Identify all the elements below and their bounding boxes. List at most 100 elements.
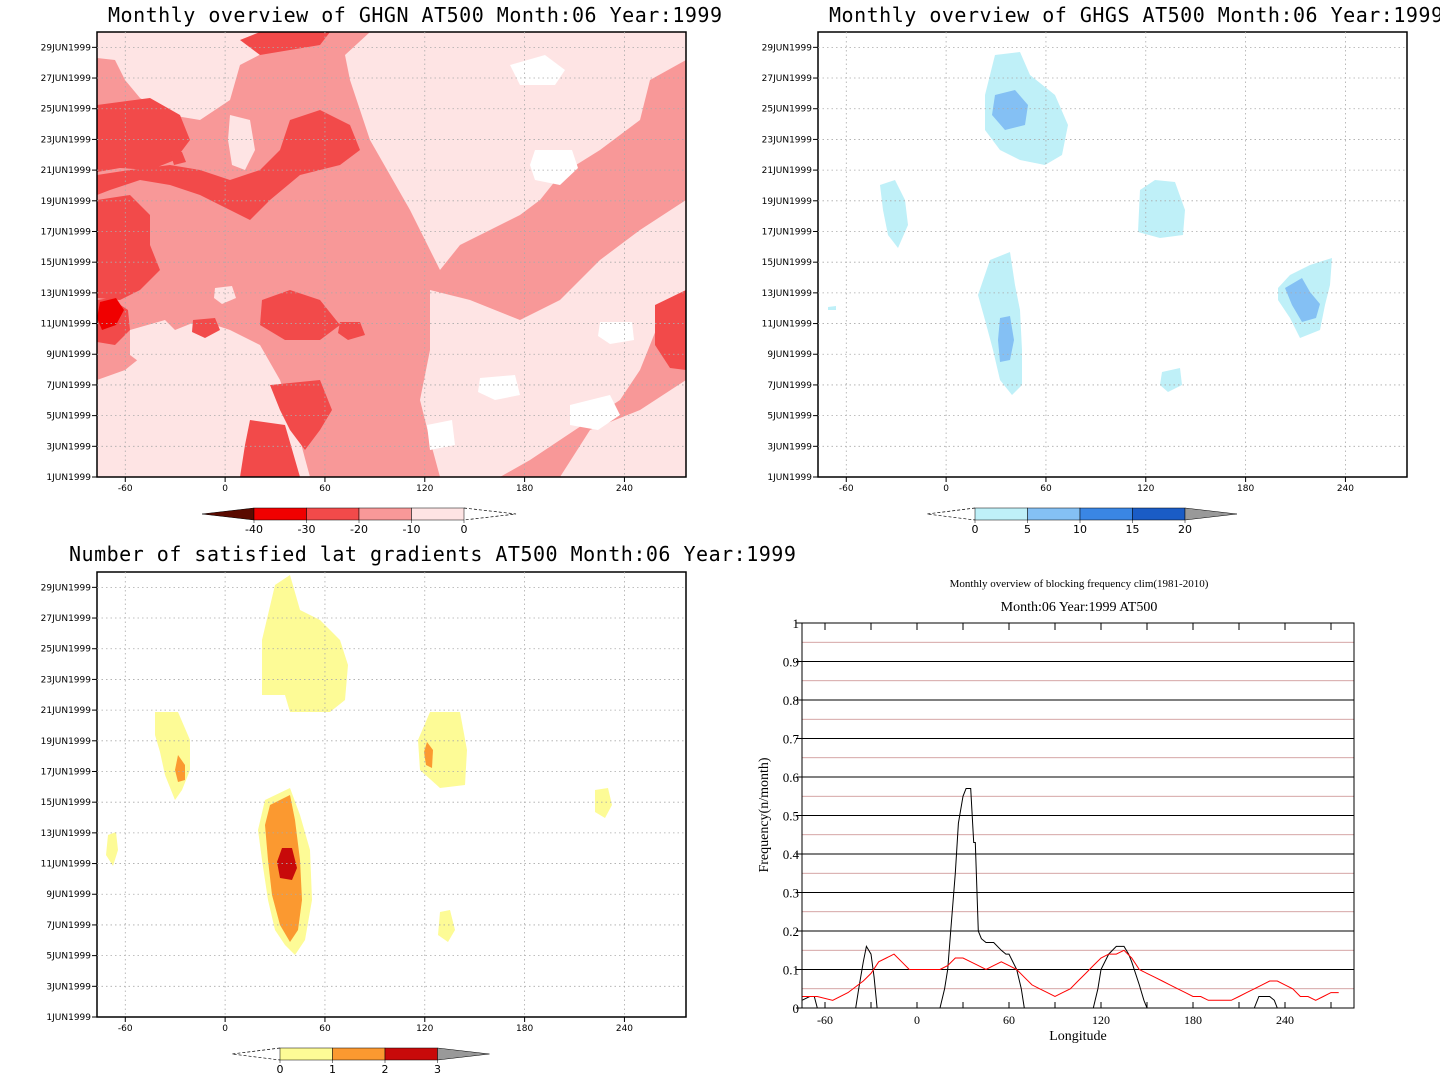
frequency-line-chart: Monthly overview of blocking frequency c… — [757, 578, 1355, 1044]
lat-ytick-label: 27JUN1999 — [41, 614, 92, 624]
freq-xtick-label: 0 — [914, 1013, 920, 1027]
freq-y-axis-label: Frequency(n/month) — [757, 757, 772, 872]
colorbar-open-triangle — [231, 1047, 281, 1061]
colorbar-segment — [411, 507, 465, 521]
ghgn-ytick-label: 21JUN1999 — [41, 166, 92, 176]
ghgn-ytick-label: 11JUN1999 — [41, 320, 92, 330]
lat-xtick-label: 60 — [319, 1024, 331, 1034]
ghgs-ytick-label: 3JUN1999 — [767, 442, 812, 452]
colorbar-label: 15 — [1126, 523, 1140, 536]
ghgs-ytick-label: 29JUN1999 — [762, 43, 813, 53]
colorbar-label: 5 — [1024, 523, 1031, 536]
ghgn-xtick-label: 180 — [516, 484, 533, 494]
ghgs-xtick-label: 240 — [1337, 484, 1354, 494]
freq-series-lines — [802, 788, 1339, 1008]
ghgs-ytick-label: 7JUN1999 — [767, 381, 812, 391]
lat-ytick-label: 15JUN1999 — [41, 798, 92, 808]
lat-xtick-label: -60 — [118, 1024, 133, 1034]
ghgn-ytick-label: 19JUN1999 — [41, 197, 92, 207]
lat-ytick-label: 19JUN1999 — [41, 737, 92, 747]
lat-gradient-date-axis: 29JUN1999 27JUN1999 25JUN1999 23JUN1999 21JU… — [41, 583, 97, 1023]
ghgs-ytick-label: 23JUN1999 — [762, 135, 813, 145]
lat-gradient-longitude-axis: -60 0 60 120 180 240 — [118, 1017, 633, 1034]
ghgn-panel-title: Monthly overview of GHGN AT500 Month:06 … — [108, 3, 723, 27]
ghgs-ytick-label: 15JUN1999 — [762, 258, 813, 268]
ghgn-ytick-label: 3JUN1999 — [46, 442, 91, 452]
ghgn-xtick-label: 0 — [222, 484, 228, 494]
colorbar-label: 10 — [1073, 523, 1087, 536]
freq-ytick-label: 0 — [793, 1001, 800, 1016]
ghgn-gridlines — [97, 32, 686, 477]
lat-ytick-label: 3JUN1999 — [46, 982, 91, 992]
colorbar-segment — [332, 1047, 386, 1061]
freq-ytick-label: 0.4 — [783, 847, 800, 862]
ghgn-xtick-label: -60 — [118, 484, 133, 494]
lat-ytick-label: 1JUN1999 — [46, 1013, 91, 1023]
ghgn-longitude-axis: -60 0 60 120 180 240 — [118, 477, 633, 494]
ghgs-ytick-label: 11JUN1999 — [762, 320, 813, 330]
colorbar-label: 0 — [972, 523, 979, 536]
freq-ytick-label: 0.3 — [783, 886, 799, 901]
colorbar-label: 2 — [382, 1063, 389, 1076]
lat-ytick-label: 13JUN1999 — [41, 829, 92, 839]
lat-ytick-label: 21JUN1999 — [41, 706, 92, 716]
freq-gridlines — [802, 641, 1354, 990]
lat-gradient-heatmap: 29JUN1999 27JUN1999 25JUN1999 23JUN1999 21JU… — [41, 571, 687, 1034]
colorbar-label: 1 — [329, 1063, 336, 1076]
colorbar-label: 3 — [434, 1063, 441, 1076]
ghgs-ytick-label: 5JUN1999 — [767, 412, 812, 422]
colorbar-end-triangle — [201, 507, 255, 521]
colorbar-label: 20 — [1178, 523, 1192, 536]
freq-ytick-label: 0.7 — [783, 732, 800, 747]
lat-ytick-label: 17JUN1999 — [41, 767, 92, 777]
colorbar-label: -10 — [403, 523, 421, 536]
ghgs-ytick-label: 21JUN1999 — [762, 166, 813, 176]
freq-ytick-label: 0.6 — [783, 770, 800, 785]
freq-xtick-label: 240 — [1276, 1013, 1294, 1027]
ghgs-ytick-label: 17JUN1999 — [762, 227, 813, 237]
freq-chart-subtitle: Month:06 Year:1999 AT500 — [1001, 600, 1158, 615]
freq-chart-title: Monthly overview of blocking frequency c… — [950, 578, 1209, 590]
freq-ytick-label: 0.8 — [783, 693, 799, 708]
freq-ytick-label: 1 — [793, 616, 800, 631]
ghgn-xtick-label: 240 — [616, 484, 633, 494]
ghgs-xtick-label: 0 — [943, 484, 949, 494]
colorbar-segment — [1132, 507, 1186, 521]
freq-xtick-label: -60 — [817, 1013, 833, 1027]
ghgn-ytick-label: 1JUN1999 — [46, 473, 91, 483]
ghgs-ytick-label: 9JUN1999 — [767, 350, 812, 360]
lat-ytick-label: 25JUN1999 — [41, 645, 92, 655]
freq-xtick-label: 180 — [1184, 1013, 1202, 1027]
colorbar-open-triangle — [926, 507, 976, 521]
ghgn-ytick-label: 9JUN1999 — [46, 350, 91, 360]
lat-ytick-label: 9JUN1999 — [46, 890, 91, 900]
ghgs-gridlines — [818, 32, 1407, 477]
lat-ytick-label: 5JUN1999 — [46, 952, 91, 962]
ghgs-colorbar: 0 5 10 15 20 — [926, 507, 1238, 536]
ghgs-ytick-label: 25JUN1999 — [762, 105, 813, 115]
colorbar-segment — [384, 1047, 438, 1061]
ghgs-longitude-axis: -60 0 60 120 180 240 — [839, 477, 1354, 494]
colorbar-label: 0 — [461, 523, 468, 536]
freq-ytick-label: 0.2 — [783, 924, 799, 939]
lat-xtick-label: 0 — [222, 1024, 228, 1034]
colorbar-open-triangle — [463, 507, 517, 521]
colorbar-end-triangle — [437, 1047, 490, 1061]
freq-ytick-label: 0.5 — [783, 809, 799, 824]
ghgs-xtick-label: 60 — [1040, 484, 1052, 494]
ghgn-colorbar: -40 -30 -20 -10 0 — [201, 507, 517, 536]
ghgn-ytick-label: 13JUN1999 — [41, 289, 92, 299]
ghgn-ytick-label: 7JUN1999 — [46, 381, 91, 391]
colorbar-label: -30 — [298, 523, 316, 536]
freq-series-black-line — [802, 788, 1278, 1008]
ghgn-xtick-label: 60 — [319, 484, 331, 494]
lat-gradient-panel-title: Number of satisfied lat gradients AT500 … — [69, 542, 797, 566]
ghgn-heatmap: 29JUN1999 27JUN1999 25JUN1999 23JUN1999 21JU… — [41, 31, 687, 494]
freq-y-axis: 0 0.1 0.2 0.3 0.4 0.5 0.6 0.7 0.8 0.9 1 — [783, 616, 802, 1016]
lat-xtick-label: 180 — [516, 1024, 533, 1034]
lat-ytick-label: 23JUN1999 — [41, 675, 92, 685]
freq-series-red-line — [802, 949, 1339, 1001]
colorbar-segment — [974, 507, 1028, 521]
ghgs-xtick-label: 180 — [1237, 484, 1254, 494]
lat-xtick-label: 120 — [416, 1024, 433, 1034]
